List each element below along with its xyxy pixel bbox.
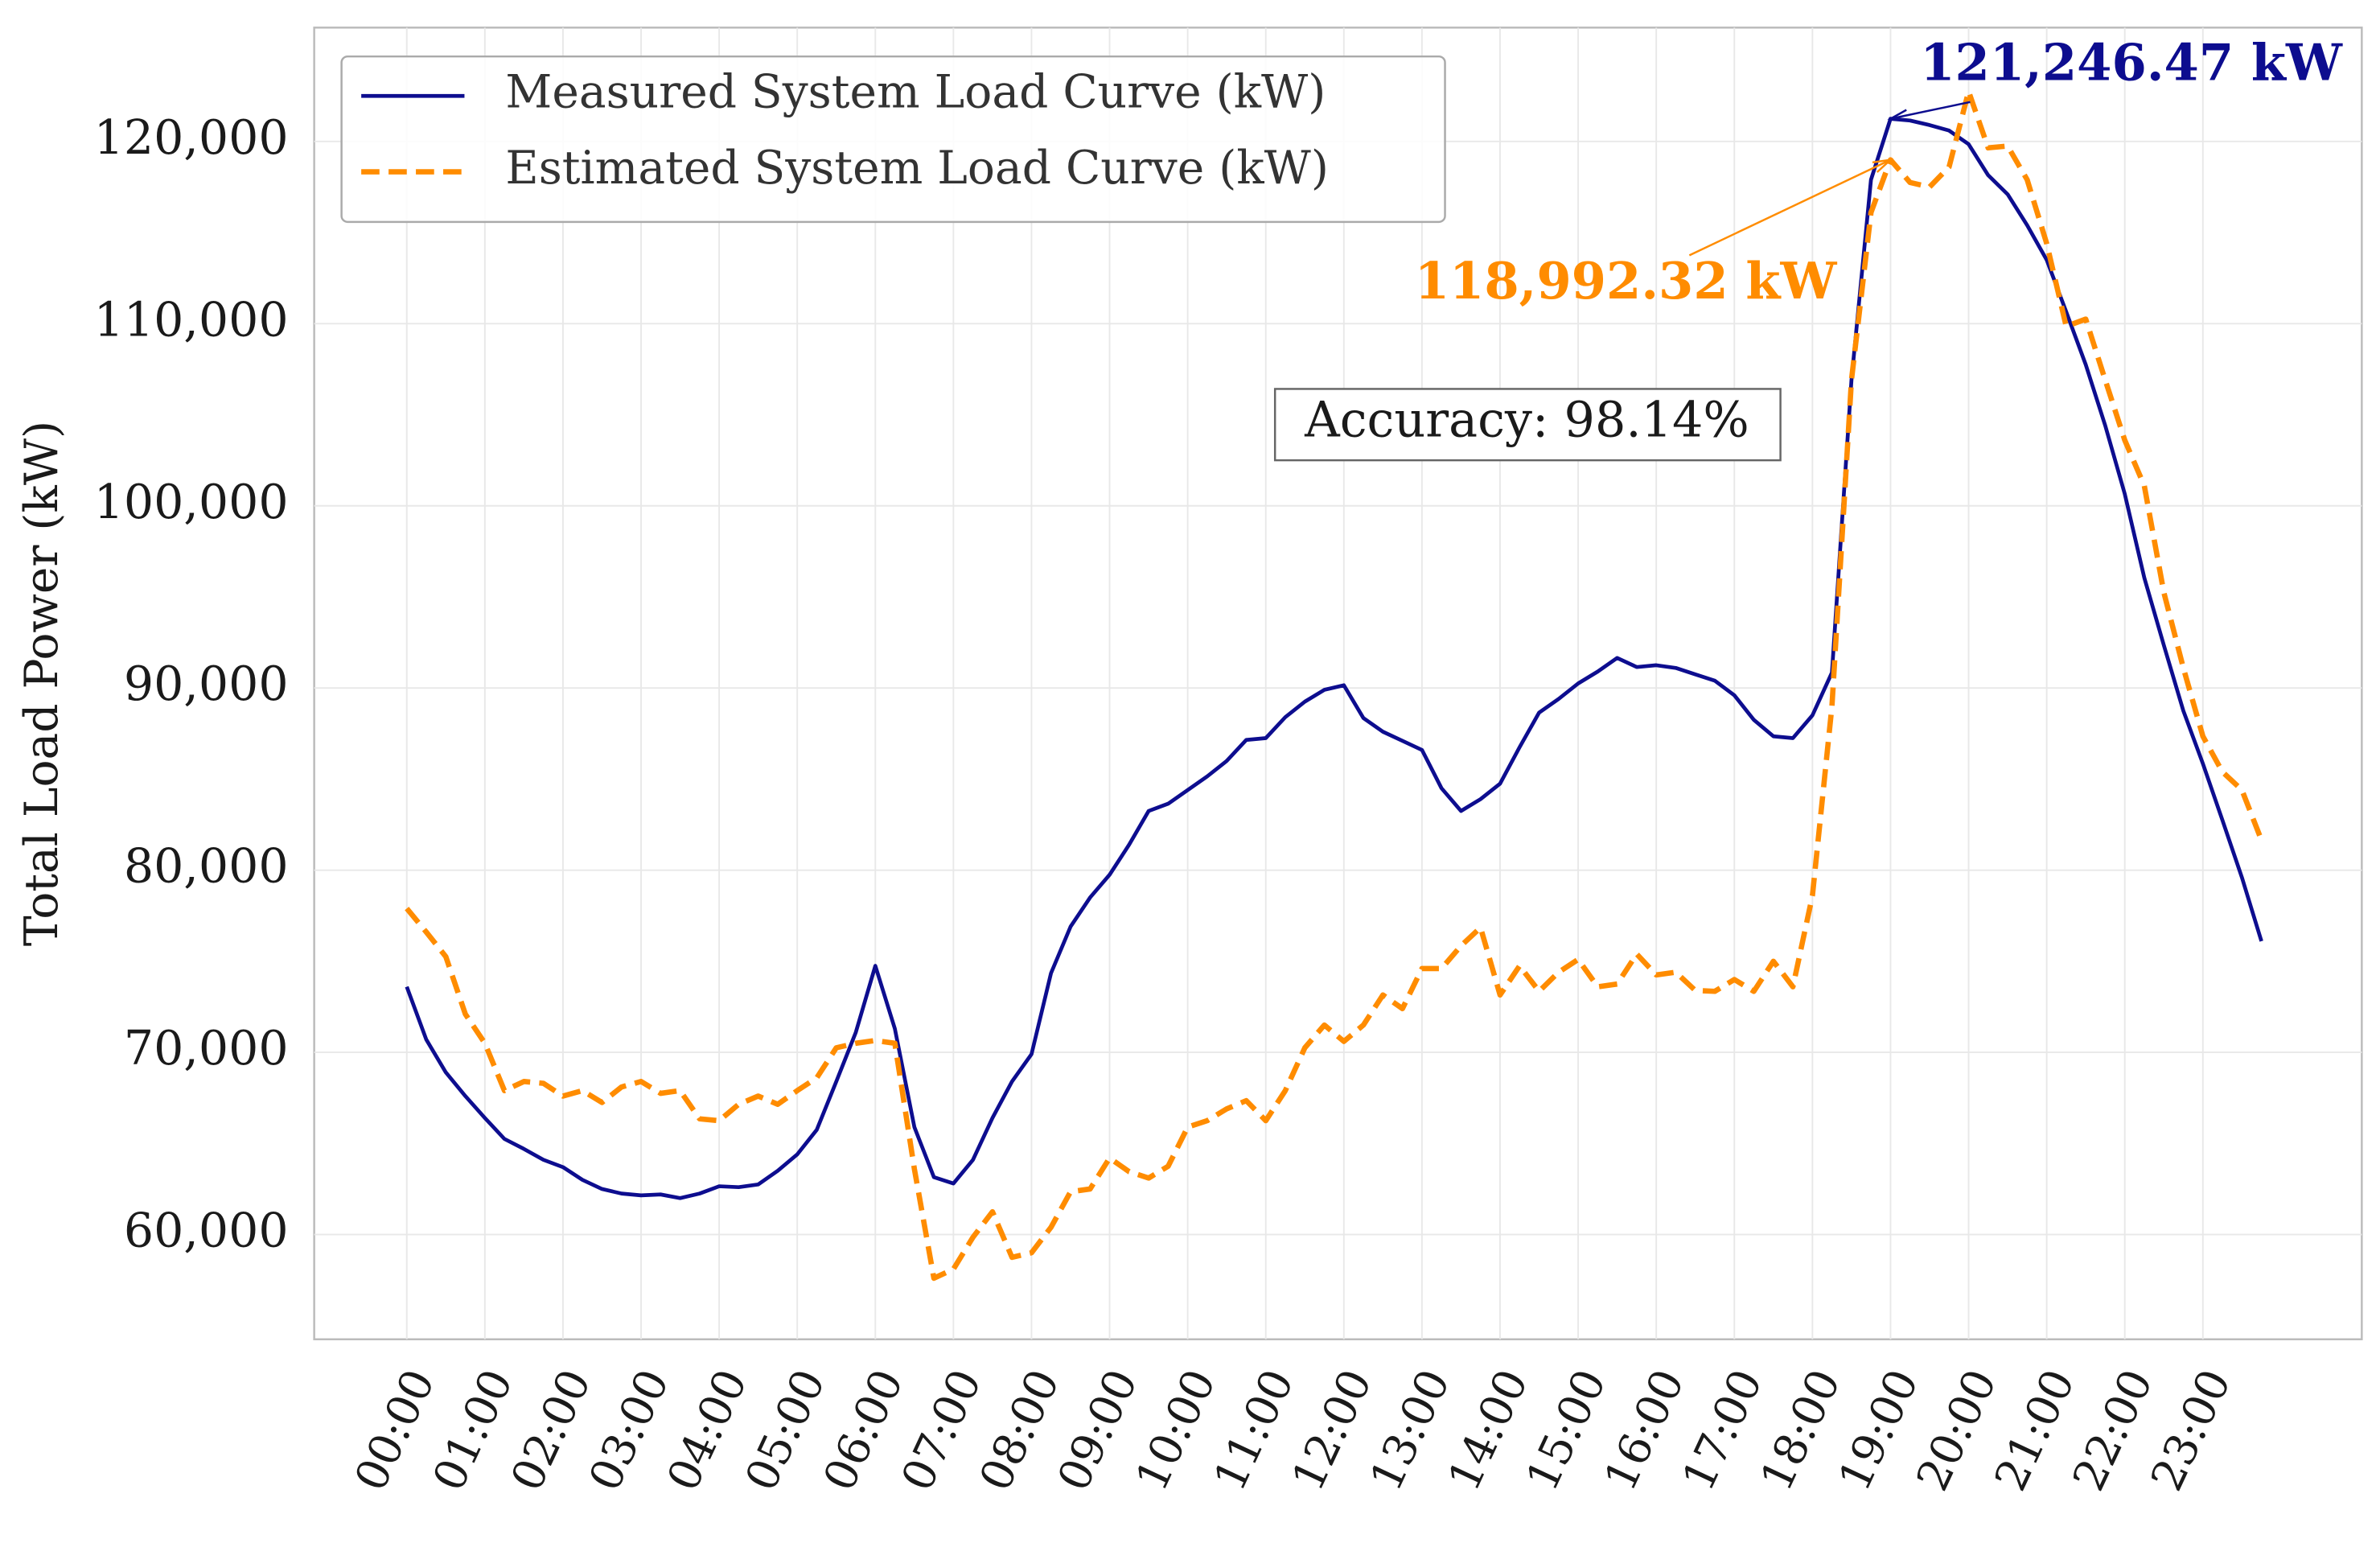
annotation-arrowhead — [1872, 158, 1894, 173]
y-tick-label: 70,000 — [124, 1021, 289, 1076]
text-box-label: Accuracy: 98.14% — [1304, 392, 1749, 448]
annotation-label: 121,246.47 kW — [1920, 33, 2343, 92]
legend-label: Measured System Load Curve (kW) — [505, 66, 1326, 119]
y-tick-label: 100,000 — [94, 475, 289, 529]
legend-label: Estimated System Load Curve (kW) — [505, 142, 1329, 195]
annotation-label: 118,992.32 kW — [1415, 252, 1838, 311]
annotation-arrow — [1890, 101, 1971, 120]
y-tick-label: 80,000 — [124, 839, 289, 894]
y-tick-label: 110,000 — [94, 292, 289, 347]
text-box — [1273, 388, 1782, 462]
legend-box — [340, 55, 1446, 224]
plot-area — [313, 27, 2363, 1341]
series-line — [405, 88, 2264, 1282]
annotation-arrow — [1688, 158, 1891, 257]
y-axis-label: Total Load Power (kW) — [15, 421, 68, 946]
y-tick-label: 90,000 — [124, 656, 289, 711]
series-line — [405, 117, 2263, 1200]
y-tick-label: 120,000 — [94, 110, 289, 165]
annotation-arrowhead — [1887, 109, 1909, 121]
y-tick-label: 60,000 — [124, 1204, 289, 1258]
